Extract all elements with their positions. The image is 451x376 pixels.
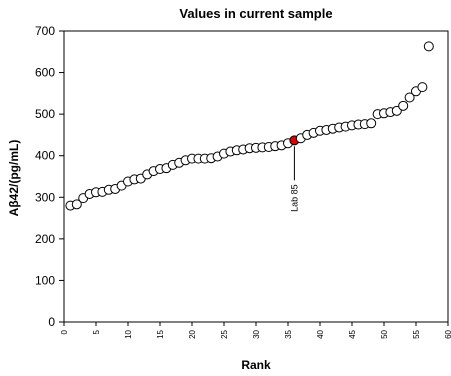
x-tick-label: 10 xyxy=(124,329,133,338)
data-point xyxy=(398,100,409,111)
x-tick-label: 35 xyxy=(284,329,293,338)
x-tick-label: 55 xyxy=(412,329,421,338)
highlight-annotation: Lab 85 xyxy=(289,146,299,212)
x-tick-label: 20 xyxy=(188,329,197,338)
y-tick-label: 0 xyxy=(48,315,55,329)
data-point xyxy=(404,92,415,103)
y-tick-label: 300 xyxy=(35,190,55,204)
chart-title: Values in current sample xyxy=(179,6,332,21)
x-tick-label: 50 xyxy=(380,329,389,338)
y-tick-label: 100 xyxy=(35,273,55,287)
data-point xyxy=(423,41,434,52)
x-axis-ticks: 0 5 10 15 20 25 30 35 40 45 50 55 60 xyxy=(60,322,451,339)
data-point xyxy=(71,199,82,210)
data-point xyxy=(417,82,428,93)
x-tick-label: 5 xyxy=(92,329,101,334)
x-tick-label: 60 xyxy=(444,329,451,338)
y-tick-label: 400 xyxy=(35,149,55,163)
x-tick-label: 40 xyxy=(316,329,325,338)
data-points xyxy=(65,41,434,211)
x-axis-label: Rank xyxy=(241,358,271,372)
plot-area-frame xyxy=(63,30,449,323)
y-axis-ticks: 0 100 200 300 400 500 600 700 xyxy=(35,24,64,329)
y-axis-label: Aβ42/(pg/mL) xyxy=(7,140,21,217)
x-tick-label: 30 xyxy=(252,329,261,338)
y-tick-label: 600 xyxy=(35,66,55,80)
data-point xyxy=(366,118,377,129)
y-tick-label: 200 xyxy=(35,232,55,246)
annotation-label: Lab 85 xyxy=(289,184,299,212)
x-tick-label: 0 xyxy=(60,329,69,334)
x-tick-label: 15 xyxy=(156,329,165,338)
x-tick-label: 45 xyxy=(348,329,357,338)
y-tick-label: 700 xyxy=(35,24,55,38)
x-tick-label: 25 xyxy=(220,329,229,338)
y-tick-label: 500 xyxy=(35,107,55,121)
